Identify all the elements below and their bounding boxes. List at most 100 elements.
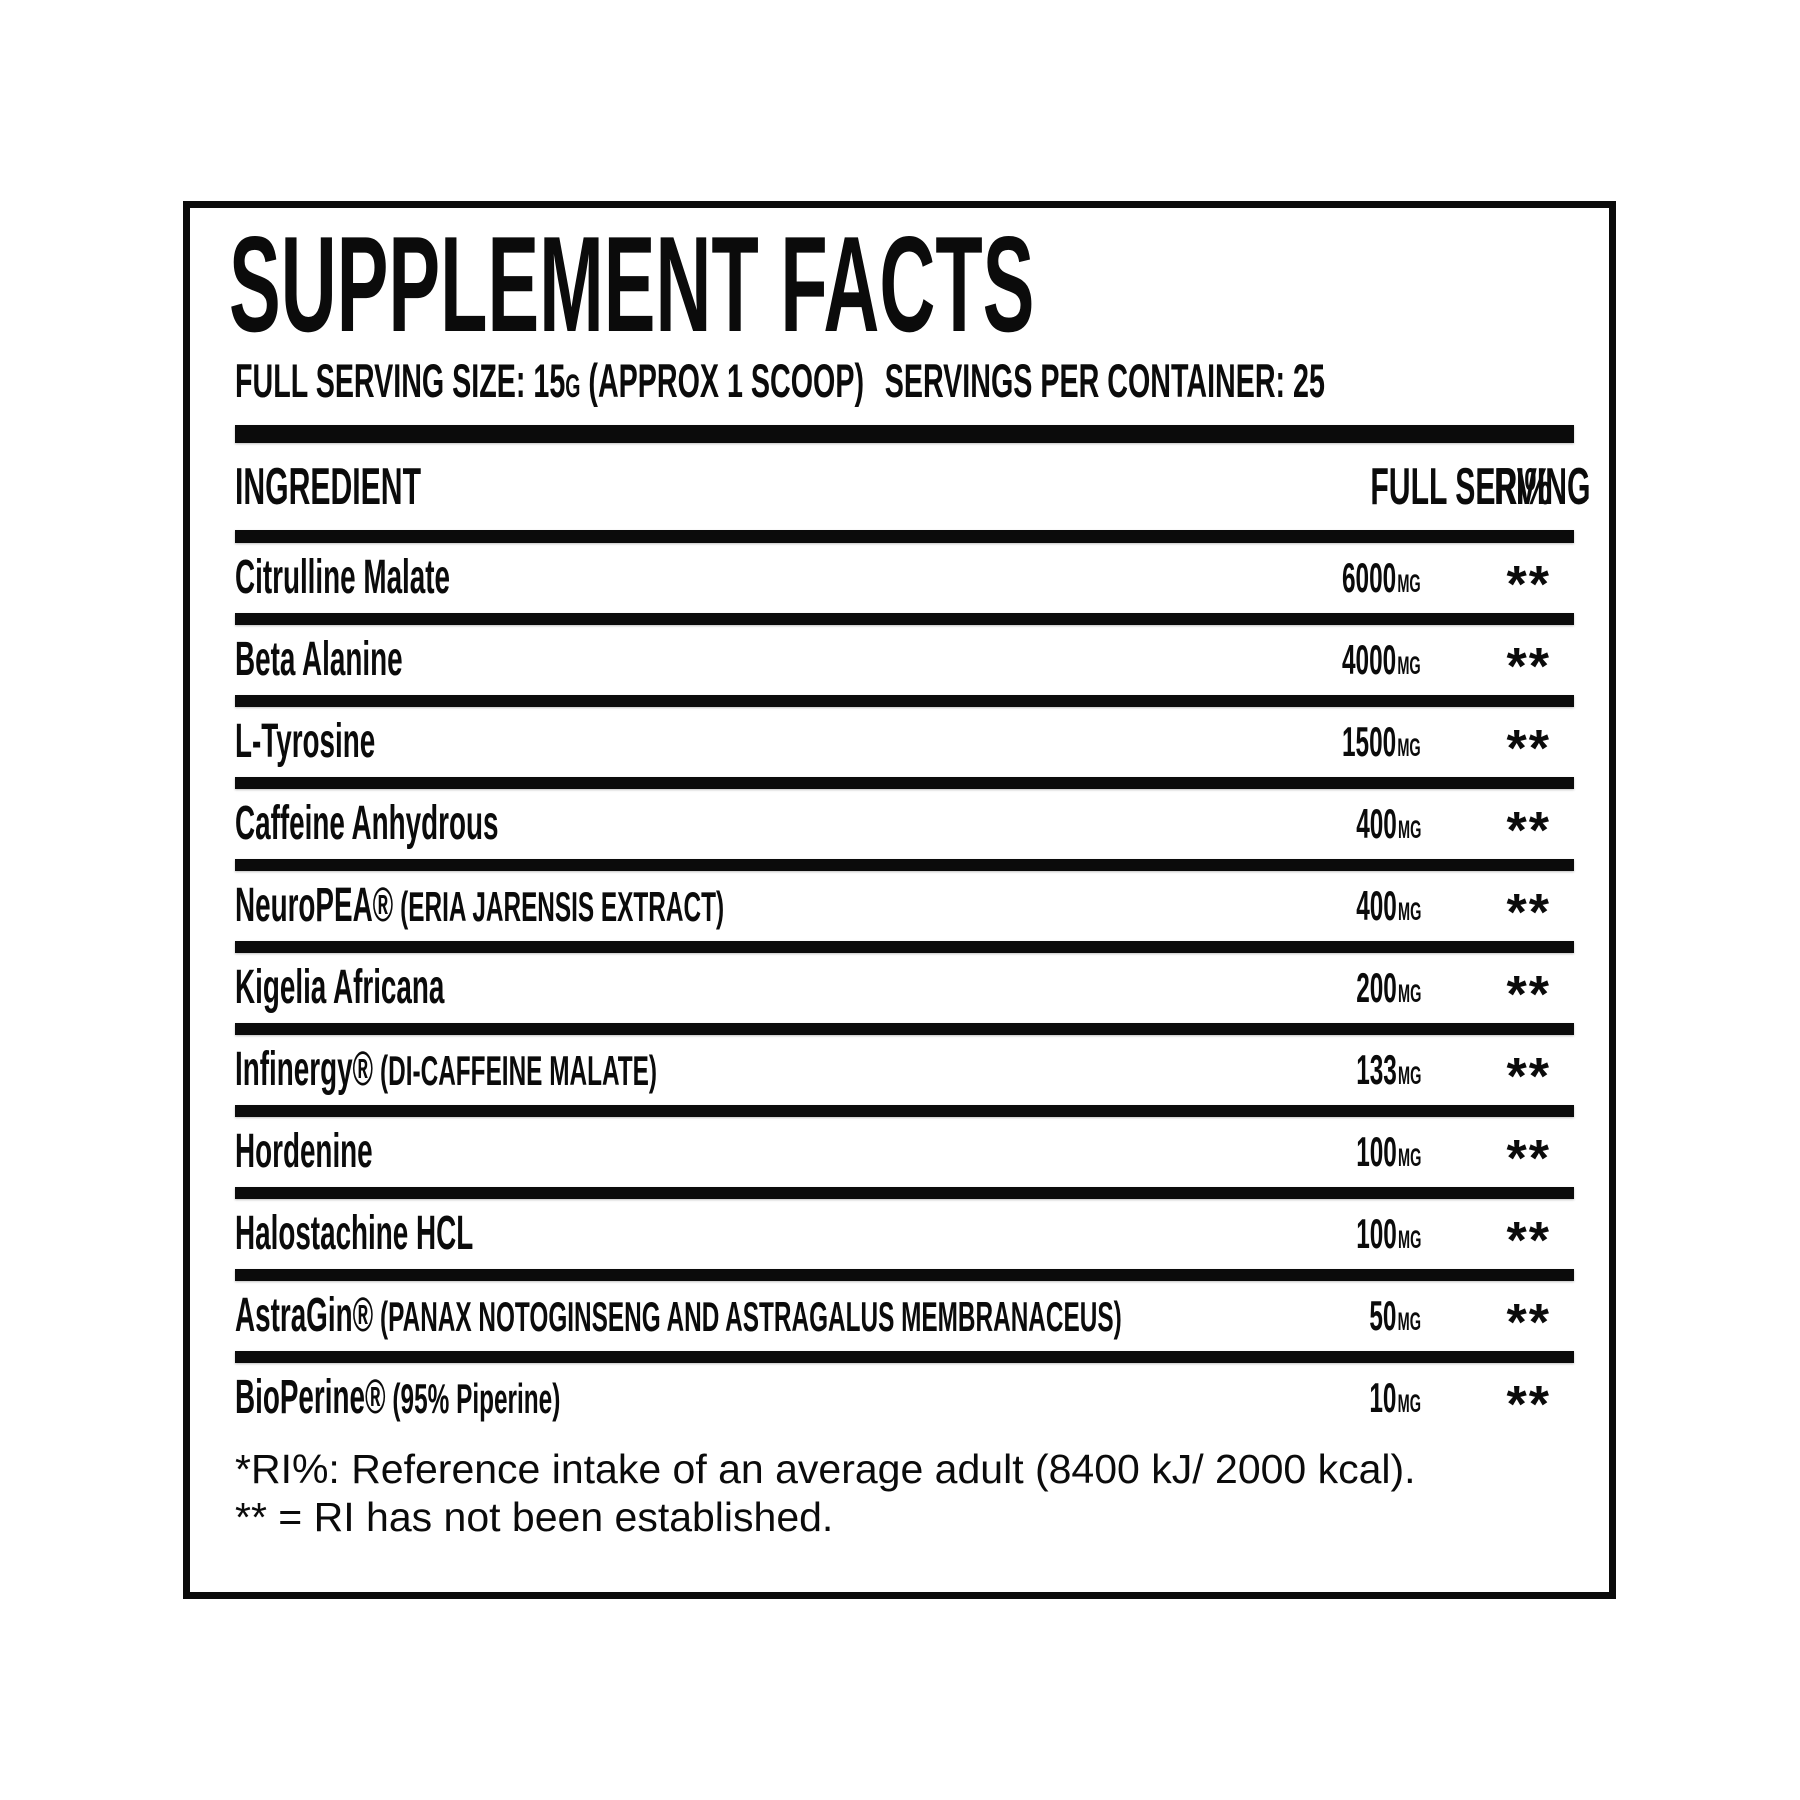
column-header-ri-percent: RI% — [1494, 457, 1551, 516]
table-row: Beta Alanine 4000MG ** — [235, 625, 1574, 695]
amount-value: 1500 — [1342, 718, 1397, 765]
amount-value: 6000 — [1342, 554, 1397, 601]
ingredient-detail: (DI-CAFFEINE MALATE) — [380, 1047, 657, 1094]
row-divider — [235, 859, 1574, 871]
amount-cell: 400MG — [1211, 803, 1421, 845]
amount-value: 100 — [1355, 1128, 1397, 1175]
amount-cell: 1500MG — [1211, 721, 1421, 763]
row-divider — [235, 695, 1574, 707]
amount-unit: MG — [1397, 980, 1421, 1008]
serving-size-note: (APPROX 1 SCOOP) — [588, 354, 864, 407]
table-row: L-Tyrosine 1500MG ** — [235, 707, 1574, 777]
amount-cell: 200MG — [1211, 967, 1421, 1009]
ingredient-name: Caffeine Anhydrous — [235, 797, 499, 850]
ri-cell: ** — [1421, 1044, 1574, 1103]
ri-value: ** — [1506, 1294, 1551, 1352]
ri-value: ** — [1506, 556, 1551, 614]
servings-per-container-label: SERVINGS PER CONTAINER: — [884, 354, 1286, 407]
amount-unit: MG — [1397, 570, 1421, 598]
ingredient-name-cell: Hordenine — [235, 1128, 1211, 1176]
table-row: Caffeine Anhydrous 400MG ** — [235, 789, 1574, 859]
ri-cell: ** — [1421, 552, 1574, 611]
row-divider — [235, 1187, 1574, 1199]
supplement-facts-panel: SUPPLEMENT FACTS FULL SERVING SIZE: 15G (A… — [183, 201, 1616, 1599]
amount-cell: 100MG — [1211, 1213, 1421, 1255]
table-row: Kigelia Africana 200MG ** — [235, 953, 1574, 1023]
ri-cell: ** — [1421, 1208, 1574, 1267]
amount-value: 200 — [1355, 964, 1397, 1011]
ingredient-name: Hordenine — [235, 1125, 373, 1178]
ingredient-name-cell: Halostachine HCL — [235, 1210, 1211, 1258]
ri-cell: ** — [1421, 1290, 1574, 1349]
ri-value: ** — [1506, 966, 1551, 1024]
ri-value: ** — [1506, 1376, 1551, 1434]
footnote-ri-not-established: ** = RI has not been established. — [235, 1494, 834, 1540]
ingredient-name-cell: Beta Alanine — [235, 636, 1211, 684]
amount-cell: 133MG — [1211, 1049, 1421, 1091]
panel-title: SUPPLEMENT FACTS — [229, 208, 1035, 360]
amount-cell: 6000MG — [1211, 557, 1421, 599]
amount-value: 50 — [1369, 1292, 1397, 1339]
ingredient-name-cell: Caffeine Anhydrous — [235, 800, 1211, 848]
ri-cell: ** — [1421, 716, 1574, 775]
header-divider — [235, 530, 1574, 543]
ingredient-name: L-Tyrosine — [235, 715, 376, 768]
top-divider — [235, 425, 1574, 443]
ri-value: ** — [1506, 638, 1551, 696]
ri-value: ** — [1506, 802, 1551, 860]
ri-cell: ** — [1421, 880, 1574, 939]
ingredient-name-cell: Infinergy® (DI-CAFFEINE MALATE) — [235, 1046, 1211, 1094]
table-row: BioPerine® (95% Piperine) 10MG ** — [235, 1363, 1574, 1433]
amount-unit: MG — [1397, 1062, 1421, 1090]
row-divider — [235, 1351, 1574, 1363]
serving-size-unit: G — [565, 368, 581, 404]
table-row: Infinergy® (DI-CAFFEINE MALATE) 133MG ** — [235, 1035, 1574, 1105]
ri-cell: ** — [1421, 634, 1574, 693]
amount-value: 4000 — [1342, 636, 1397, 683]
amount-cell: 4000MG — [1211, 639, 1421, 681]
amount-value: 400 — [1355, 882, 1397, 929]
ingredient-detail: (ERIA JARENSIS EXTRACT) — [400, 883, 725, 930]
ingredient-name-cell: L-Tyrosine — [235, 718, 1211, 766]
table-header-row: INGREDIENT FULL SERVING RI% — [235, 443, 1591, 530]
row-divider — [235, 1269, 1574, 1281]
amount-value: 400 — [1355, 800, 1397, 847]
row-divider — [235, 613, 1574, 625]
ingredient-name: Citrulline Malate — [235, 551, 451, 604]
ingredient-name: Halostachine HCL — [235, 1207, 474, 1260]
table-row: Halostachine HCL 100MG ** — [235, 1199, 1574, 1269]
amount-unit: MG — [1397, 1226, 1421, 1254]
amount-unit: MG — [1397, 816, 1421, 844]
footnote-ri-definition: *RI%: Reference intake of an average adu… — [235, 1446, 1416, 1492]
column-header-ingredient: INGREDIENT — [235, 457, 421, 516]
ingredient-name: Beta Alanine — [235, 633, 403, 686]
servings-per-container-value: 25 — [1293, 354, 1325, 407]
amount-unit: MG — [1397, 1308, 1421, 1336]
amount-cell: 400MG — [1211, 885, 1421, 927]
serving-size-label: FULL SERVING SIZE: — [235, 354, 526, 407]
ri-value: ** — [1506, 1048, 1551, 1106]
ingredient-name-cell: Kigelia Africana — [235, 964, 1211, 1012]
ri-value: ** — [1506, 884, 1551, 942]
row-divider — [235, 1105, 1574, 1117]
ri-cell: ** — [1421, 1126, 1574, 1185]
row-divider — [235, 1023, 1574, 1035]
amount-unit: MG — [1397, 734, 1421, 762]
amount-cell: 50MG — [1211, 1295, 1421, 1337]
ri-cell: ** — [1421, 1372, 1574, 1431]
amount-value: 100 — [1355, 1210, 1397, 1257]
ingredient-name-cell: BioPerine® (95% Piperine) — [235, 1374, 1211, 1422]
ri-value: ** — [1506, 1130, 1551, 1188]
ri-cell: ** — [1421, 962, 1574, 1021]
ingredient-detail: (95% Piperine) — [392, 1375, 561, 1422]
amount-unit: MG — [1397, 1390, 1421, 1418]
table-row: Hordenine 100MG ** — [235, 1117, 1574, 1187]
amount-unit: MG — [1397, 652, 1421, 680]
ingredient-detail: (PANAX NOTOGINSENG AND ASTRAGALUS MEMBRA… — [380, 1293, 1122, 1340]
column-header-full-serving: FULL SERVING — [1370, 457, 1591, 516]
ri-value: ** — [1506, 1212, 1551, 1270]
ingredient-name-cell: AstraGin® (PANAX NOTOGINSENG AND ASTRAGAL… — [235, 1292, 1211, 1340]
table-row: Citrulline Malate 6000MG ** — [235, 543, 1574, 613]
amount-unit: MG — [1397, 1144, 1421, 1172]
